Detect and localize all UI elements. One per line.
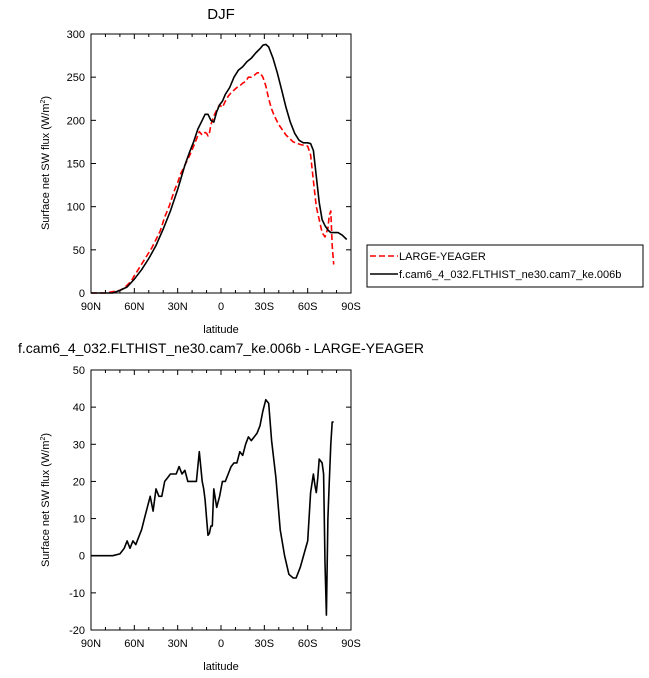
top-x-tick-label: 30N (168, 301, 188, 313)
bottom-x-tick-label: 0 (218, 638, 224, 650)
bottom-x-tick-label: 90S (341, 638, 361, 650)
bottom-x-tick-label: 90N (81, 638, 101, 650)
bottom-y-tick-label: -20 (69, 625, 85, 637)
bottom-y-tick-label: 10 (73, 514, 85, 526)
legend-label-cam6: f.cam6_4_032.FLTHIST_ne30.cam7_ke.006b (399, 269, 621, 281)
top-y-axis-label-close: ) (40, 96, 52, 100)
bottom-x-tick-label: 60N (124, 638, 144, 650)
bottom-series-line-0 (91, 398, 334, 616)
top-y-tick-label: 250 (67, 72, 85, 84)
bottom-chart-title: f.cam6_4_032.FLTHIST_ne30.cam7_ke.006b -… (18, 340, 424, 356)
bottom-y-tick-label: 20 (73, 476, 85, 488)
top-y-axis-label: Surface net SW flux (W/m2) (40, 96, 52, 230)
top-y-tick-label: 150 (67, 159, 85, 171)
top-y-tick-label: 0 (79, 288, 85, 300)
bottom-y-axis-label-close: ) (40, 433, 52, 437)
bottom-y-axis-label-main: Surface net SW flux (W/m (40, 441, 52, 568)
top-chart: DJF 90N 60N 30N 0 30S 60S 90S 0 50 100 150 200 250 30… (40, 6, 644, 336)
top-x-tick-label: 90S (341, 301, 361, 313)
top-chart-ticks: 90N 60N 30N 0 30S 60S 90S 0 50 100 150 200 250 300 (67, 29, 361, 313)
top-x-tick-label: 90N (81, 301, 101, 313)
bottom-plot-frame (90, 369, 352, 631)
top-y-tick-label: 200 (67, 115, 85, 127)
bottom-y-tick-label: 30 (73, 439, 85, 451)
bottom-x-axis-label: latitude (203, 661, 238, 673)
bottom-y-tick-label: -10 (69, 588, 85, 600)
bottom-y-tick-label: 50 (73, 365, 85, 377)
bottom-y-axis-label: Surface net SW flux (W/m2) (40, 433, 52, 567)
top-plot-frame (90, 33, 352, 294)
top-y-axis-label-sup: 2 (40, 100, 47, 104)
legend-box (366, 244, 644, 288)
top-x-tick-label: 60S (298, 301, 318, 313)
top-series-line-1 (91, 43, 348, 294)
bottom-y-axis-label-sup: 2 (40, 437, 47, 441)
top-x-tick-label: 0 (218, 301, 224, 313)
top-x-axis-label: latitude (203, 324, 238, 336)
bottom-x-tick-label: 30S (255, 638, 275, 650)
top-y-axis-label-main: Surface net SW flux (W/m (40, 104, 52, 231)
bottom-chart-ticks: 90N 60N 30N 0 30S 60S 90S -20 -10 0 10 20 30 40 50 (69, 365, 361, 650)
bottom-chart: f.cam6_4_032.FLTHIST_ne30.cam7_ke.006b -… (18, 340, 424, 673)
top-series-line-0 (91, 72, 335, 294)
top-chart-series (91, 43, 348, 294)
legend-label-large-yeager: LARGE-YEAGER (399, 251, 486, 263)
bottom-y-tick-label: 40 (73, 402, 85, 414)
bottom-x-tick-label: 30N (168, 638, 188, 650)
top-y-tick-label: 50 (73, 245, 85, 257)
top-y-tick-label: 300 (67, 29, 85, 41)
bottom-x-tick-label: 60S (298, 638, 318, 650)
bottom-y-tick-label: 0 (79, 551, 85, 563)
bottom-chart-series (91, 398, 334, 616)
top-y-tick-label: 100 (67, 202, 85, 214)
legend: LARGE-YEAGER f.cam6_4_032.FLTHIST_ne30.c… (366, 244, 644, 288)
top-x-tick-label: 60N (124, 301, 144, 313)
top-chart-title: DJF (207, 6, 235, 23)
top-x-tick-label: 30S (255, 301, 275, 313)
